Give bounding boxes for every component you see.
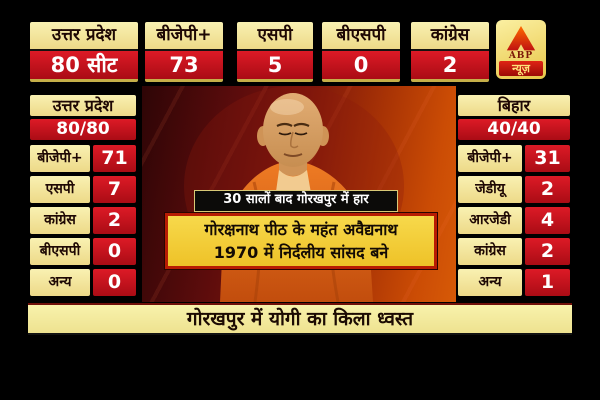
- party-label: एसपी: [30, 176, 90, 203]
- up-results-panel: उत्तर प्रदेश 80/80 बीजेपी+ 71 एसपी 7 कां…: [30, 95, 136, 300]
- topbar-state-cell: उत्तर प्रदेश 80 सीट: [30, 22, 138, 82]
- panel-title: उत्तर प्रदेश: [30, 95, 136, 116]
- party-seats: 1: [525, 269, 570, 296]
- topbar-party-value: 5: [237, 51, 313, 82]
- table-row: अन्य 1: [458, 269, 570, 296]
- table-row: आरजेडी 4: [458, 207, 570, 234]
- studio-visual: 30 सालों बाद गोरखपुर में हार गोरक्षनाथ प…: [142, 86, 456, 302]
- party-label: अन्य: [30, 269, 90, 296]
- table-row: कांग्रेस 2: [458, 238, 570, 265]
- headline-strip: 30 सालों बाद गोरखपुर में हार: [194, 190, 398, 212]
- party-label: बीजेपी+: [30, 145, 90, 172]
- table-row: एसपी 7: [30, 176, 136, 203]
- table-row: जेडीयू 2: [458, 176, 570, 203]
- abp-news-logo: ABP न्यूज़: [496, 20, 546, 79]
- info-line-2: 1970 में निर्दलीय सांसद बने: [213, 243, 389, 262]
- party-label: बीजेपी+: [458, 145, 522, 172]
- topbar-party-cell-bjp: बीजेपी+ 73: [145, 22, 223, 82]
- table-row: बीजेपी+ 71: [30, 145, 136, 172]
- topbar-party-label: बीएसपी: [322, 22, 400, 51]
- table-row: कांग्रेस 2: [30, 207, 136, 234]
- party-label: अन्य: [458, 269, 522, 296]
- party-label: कांग्रेस: [458, 238, 522, 265]
- topbar-state-label: उत्तर प्रदेश: [30, 22, 138, 51]
- panel-total-seats: 80/80: [30, 119, 136, 140]
- party-label: कांग्रेस: [30, 207, 90, 234]
- panel-title: बिहार: [458, 95, 570, 116]
- party-seats: 0: [93, 269, 136, 296]
- topbar-party-cell-bsp: बीएसपी 0: [322, 22, 400, 82]
- bihar-results-panel: बिहार 40/40 बीजेपी+ 31 जेडीयू 2 आरजेडी 4…: [458, 95, 570, 300]
- topbar-party-value: 73: [145, 51, 223, 82]
- bottom-ticker: गोरखपुर में योगी का किला ध्वस्त: [28, 303, 572, 335]
- party-seats: 0: [93, 238, 136, 265]
- panel-total-seats: 40/40: [458, 119, 570, 140]
- topbar-party-cell-sp: एसपी 5: [237, 22, 313, 82]
- party-seats: 2: [525, 176, 570, 203]
- party-label: जेडीयू: [458, 176, 522, 203]
- table-row: अन्य 0: [30, 269, 136, 296]
- abp-triangle-icon: [506, 26, 536, 51]
- party-seats: 31: [525, 145, 570, 172]
- party-seats: 71: [93, 145, 136, 172]
- topbar-state-value: 80 सीट: [30, 51, 138, 82]
- party-seats: 4: [525, 207, 570, 234]
- topbar-party-label: बीजेपी+: [145, 22, 223, 51]
- party-seats: 2: [93, 207, 136, 234]
- table-row: बीजेपी+ 31: [458, 145, 570, 172]
- info-box: गोरक्षनाथ पीठ के महंत अवैद्यनाथ 1970 में…: [165, 213, 437, 269]
- abp-news-text: न्यूज़: [499, 61, 543, 76]
- topbar-party-label: कांग्रेस: [411, 22, 489, 51]
- abp-logo-text: ABP: [508, 51, 534, 61]
- table-row: बीएसपी 0: [30, 238, 136, 265]
- topbar-party-value: 2: [411, 51, 489, 82]
- topbar-party-value: 0: [322, 51, 400, 82]
- info-line-1: गोरक्षनाथ पीठ के महंत अवैद्यनाथ: [204, 220, 398, 239]
- topbar-party-cell-congress: कांग्रेस 2: [411, 22, 489, 82]
- party-seats: 2: [525, 238, 570, 265]
- party-seats: 7: [93, 176, 136, 203]
- party-label: बीएसपी: [30, 238, 90, 265]
- topbar-party-label: एसपी: [237, 22, 313, 51]
- party-label: आरजेडी: [458, 207, 522, 234]
